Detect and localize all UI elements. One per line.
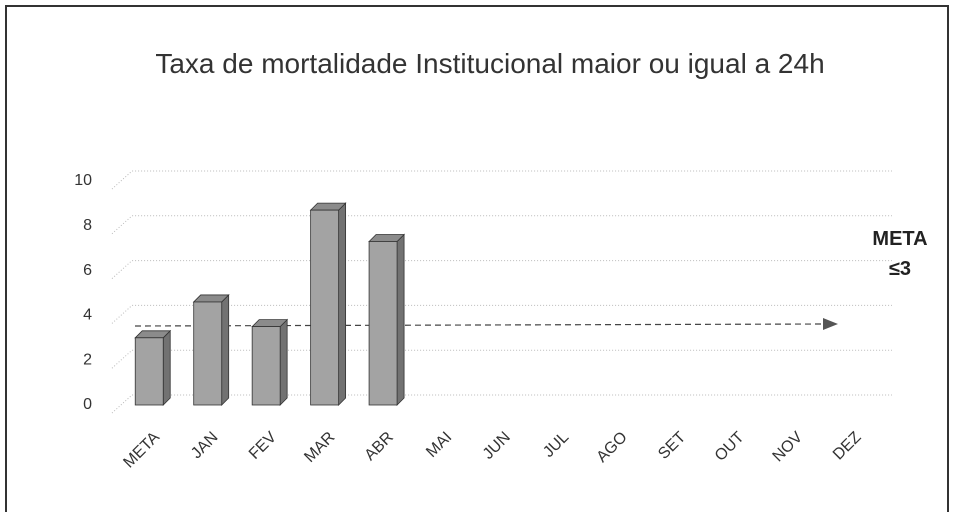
y-tick-label: 4 bbox=[83, 307, 92, 324]
annotation: META ≤3 bbox=[872, 228, 928, 280]
x-tick-label: SET bbox=[655, 429, 689, 463]
bar bbox=[251, 326, 281, 406]
x-tick-label: OUT bbox=[712, 429, 748, 465]
bar bbox=[368, 241, 398, 406]
bar-side bbox=[279, 318, 288, 406]
x-tick-label: DEZ bbox=[830, 429, 865, 464]
x-tick-label: NOV bbox=[770, 429, 807, 466]
bar-side bbox=[338, 202, 347, 406]
meta-arrow bbox=[823, 318, 838, 330]
chart-title: Taxa de mortalidade Institucional maior … bbox=[155, 48, 825, 79]
bar bbox=[310, 209, 340, 406]
x-tick-label: META bbox=[120, 429, 163, 472]
bar-side bbox=[221, 293, 230, 406]
x-tick-label: JUN bbox=[480, 429, 514, 463]
bar bbox=[193, 301, 223, 406]
y-tick-label: 8 bbox=[83, 217, 92, 234]
bar-side bbox=[396, 233, 405, 406]
x-tick-label: MAI bbox=[423, 429, 455, 461]
meta-line bbox=[134, 323, 826, 327]
y-tick-label: 2 bbox=[83, 351, 92, 368]
grid-line bbox=[111, 170, 892, 190]
y-tick-label: 6 bbox=[83, 262, 92, 279]
bar bbox=[134, 337, 164, 406]
x-tick-label: FEV bbox=[246, 429, 280, 463]
chart-frame bbox=[5, 5, 949, 512]
grid-line bbox=[111, 215, 892, 235]
y-tick-label: 10 bbox=[74, 172, 92, 189]
x-tick-label: ABR bbox=[362, 429, 397, 464]
x-tick-label: MAR bbox=[301, 429, 338, 466]
grid-line bbox=[111, 260, 892, 279]
x-tick-label: AGO bbox=[594, 429, 631, 466]
x-tick-label: JAN bbox=[188, 429, 221, 462]
bar-side bbox=[162, 329, 171, 406]
x-tick-label: JUL bbox=[540, 429, 572, 461]
y-tick-label: 0 bbox=[83, 396, 92, 413]
